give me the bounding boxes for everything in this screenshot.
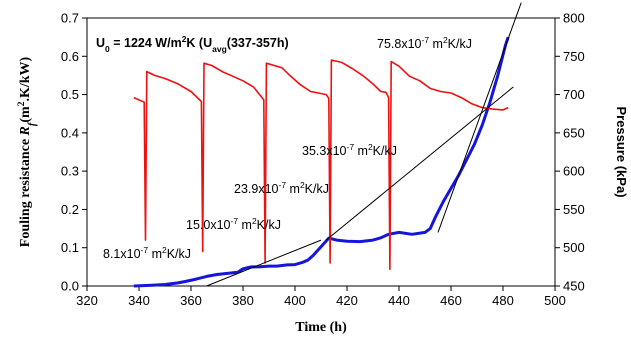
left-y-tick-label: 0.7 [61, 11, 79, 26]
axis-titles: Time (h) Fouling resistance Rf(m2.K/kW) Pr… [17, 56, 629, 335]
trendline-15 [206, 239, 322, 287]
left-y-tick-label: 0.5 [61, 87, 79, 102]
right-y-tick-label: 500 [563, 240, 585, 255]
annotation-layer: 8.1x10-7 m2K/kJ 15.0x10-7 m2K/kJ 23.9x10-7… [96, 34, 472, 261]
x-axis-ticks: 320 340 360 380 400 420 440 460 480 500 [76, 286, 566, 308]
right-y-tick-label: 700 [563, 87, 585, 102]
right-y-axis-ticks: 450 500 550 600 650 700 750 800 [555, 11, 585, 294]
slope-annotation: 23.9x10-7 m2K/kJ [234, 180, 329, 196]
x-tick-label: 360 [180, 293, 202, 308]
slope-annotation: 15.0x10-7 m2K/kJ [186, 216, 281, 232]
x-tick-label: 380 [232, 293, 254, 308]
x-tick-label: 320 [76, 293, 98, 308]
x-tick-label: 420 [336, 293, 358, 308]
trendline-35 [325, 86, 514, 241]
x-tick-label: 400 [284, 293, 306, 308]
right-y-tick-label: 550 [563, 202, 585, 217]
plot-frame [86, 17, 556, 287]
slope-annotation: 8.1x10-7 m2K/kJ [103, 245, 191, 261]
left-y-tick-label: 0.1 [61, 240, 79, 255]
right-y-tick-label: 450 [563, 279, 585, 294]
plot-area-border [86, 17, 556, 287]
right-y-tick-label: 750 [563, 49, 585, 64]
x-axis-title: Time (h) [295, 320, 347, 335]
right-y-tick-label: 600 [563, 164, 585, 179]
left-y-tick-label: 0.3 [61, 164, 79, 179]
left-y-tick-label: 0.2 [61, 202, 79, 217]
series-layer [133, 2, 522, 288]
left-y-axis-title: Fouling resistance Rf(m2.K/kW) [17, 56, 38, 247]
x-tick-label: 460 [440, 293, 462, 308]
x-tick-label: 340 [128, 293, 150, 308]
reference-u-label: U0 = 1224 W/m2K (Uavg(337-357h) [96, 34, 289, 54]
left-y-tick-label: 0.0 [61, 279, 79, 294]
right-y-axis-title: Pressure (kPa) [614, 106, 629, 197]
right-y-tick-label: 800 [563, 11, 585, 26]
x-tick-label: 440 [388, 293, 410, 308]
x-tick-label: 480 [492, 293, 514, 308]
left-y-tick-label: 0.4 [61, 125, 79, 140]
left-y-axis-ticks: 0.0 0.1 0.2 0.3 0.4 0.5 0.6 0.7 [61, 11, 87, 294]
x-tick-label: 500 [544, 293, 566, 308]
slope-annotation: 75.8x10-7 m2K/kJ [377, 35, 472, 51]
left-y-tick-label: 0.6 [61, 49, 79, 64]
right-y-tick-label: 650 [563, 125, 585, 140]
slope-annotation: 35.3x10-7 m2K/kJ [302, 142, 397, 158]
pressure-series [133, 59, 509, 270]
trendline-75 [437, 2, 522, 233]
